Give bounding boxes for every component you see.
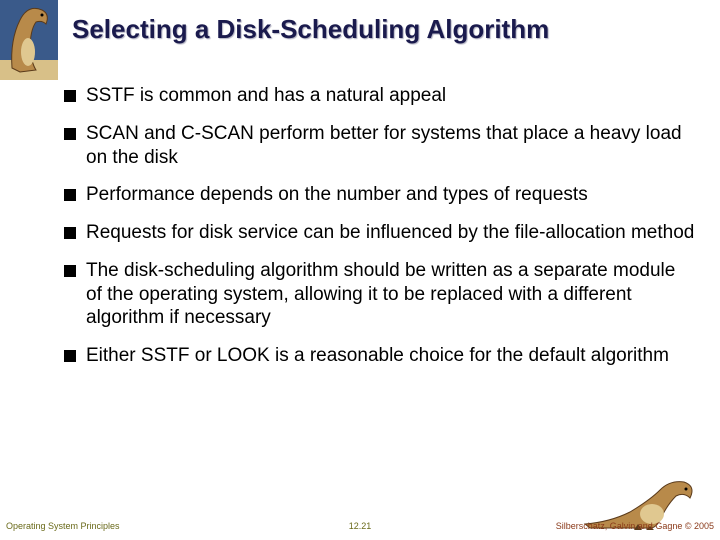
bullet-item: Performance depends on the number and ty… — [64, 183, 696, 207]
bullet-text: Requests for disk service can be influen… — [86, 221, 694, 245]
bullet-item: SSTF is common and has a natural appeal — [64, 84, 696, 108]
footer-left-text: Operating System Principles — [6, 521, 120, 531]
bullet-item: SCAN and C-SCAN perform better for syste… — [64, 122, 696, 170]
bullet-marker — [64, 227, 76, 239]
bullet-text: SSTF is common and has a natural appeal — [86, 84, 446, 108]
bullet-list: SSTF is common and has a natural appeal … — [64, 84, 696, 382]
slide-title: Selecting a Disk-Scheduling Algorithm — [72, 14, 700, 45]
footer-copyright: Silberschatz, Galvin and Gagne © 2005 — [556, 521, 714, 531]
bullet-text: Either SSTF or LOOK is a reasonable choi… — [86, 344, 669, 368]
bullet-marker — [64, 265, 76, 277]
bullet-text: The disk-scheduling algorithm should be … — [86, 259, 696, 330]
bullet-text: SCAN and C-SCAN perform better for syste… — [86, 122, 696, 170]
bullet-marker — [64, 189, 76, 201]
slide-footer: Operating System Principles 12.21 Silber… — [0, 518, 720, 534]
bullet-item: The disk-scheduling algorithm should be … — [64, 259, 696, 330]
bullet-marker — [64, 128, 76, 140]
dinosaur-logo-top — [0, 0, 58, 80]
bullet-item: Either SSTF or LOOK is a reasonable choi… — [64, 344, 696, 368]
bullet-text: Performance depends on the number and ty… — [86, 183, 588, 207]
bullet-marker — [64, 350, 76, 362]
footer-page-number: 12.21 — [349, 521, 372, 531]
bullet-marker — [64, 90, 76, 102]
bullet-item: Requests for disk service can be influen… — [64, 221, 696, 245]
